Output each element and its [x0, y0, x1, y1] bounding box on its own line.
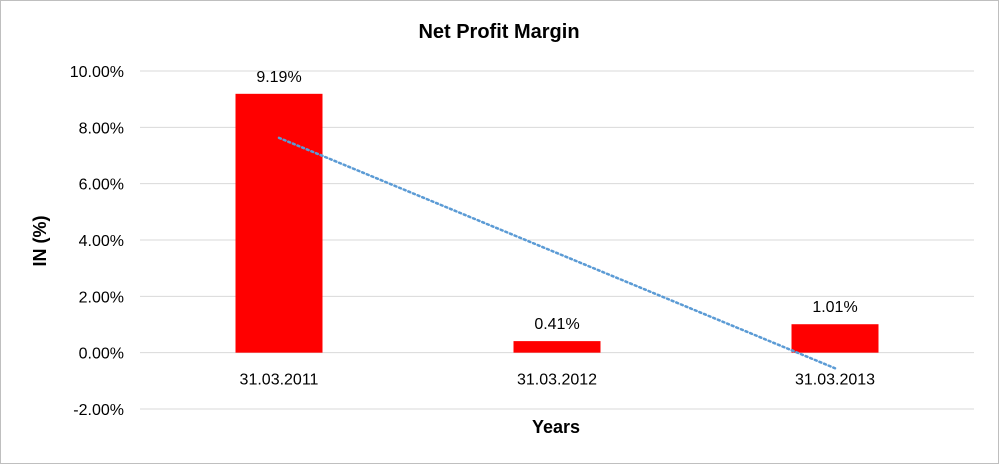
x-tick-label: 31.03.2013: [795, 372, 875, 389]
bars: [235, 93, 879, 353]
data-labels: 9.19% 0.41% 1.01%: [256, 69, 857, 333]
y-axis-ticks: 10.00% 8.00% 6.00% 4.00% 2.00% 0.00% -2.00%: [70, 64, 124, 419]
bar: [235, 93, 323, 353]
x-tick-label: 31.03.2011: [240, 372, 319, 389]
bar: [791, 324, 879, 353]
y-tick-label: 2.00%: [79, 289, 124, 306]
y-tick-label: 0.00%: [79, 346, 124, 363]
y-tick-label: 8.00%: [79, 120, 124, 137]
y-axis-title: IN (%): [30, 216, 50, 267]
x-tick-label: 31.03.2012: [517, 372, 597, 389]
y-tick-label: -2.00%: [73, 402, 124, 419]
y-tick-label: 10.00%: [70, 64, 124, 81]
data-label: 0.41%: [534, 316, 579, 333]
chart-title: Net Profit Margin: [418, 21, 579, 43]
x-axis-title: Years: [532, 417, 580, 437]
x-axis-ticks: 31.03.2011 31.03.2012 31.03.2013: [240, 372, 876, 389]
y-tick-label: 4.00%: [79, 233, 124, 250]
data-label: 9.19%: [256, 69, 301, 86]
data-label: 1.01%: [812, 299, 857, 316]
y-tick-label: 6.00%: [79, 177, 124, 194]
trendline: [277, 136, 837, 370]
bar: [513, 341, 601, 353]
trendline-layer: [277, 136, 837, 370]
